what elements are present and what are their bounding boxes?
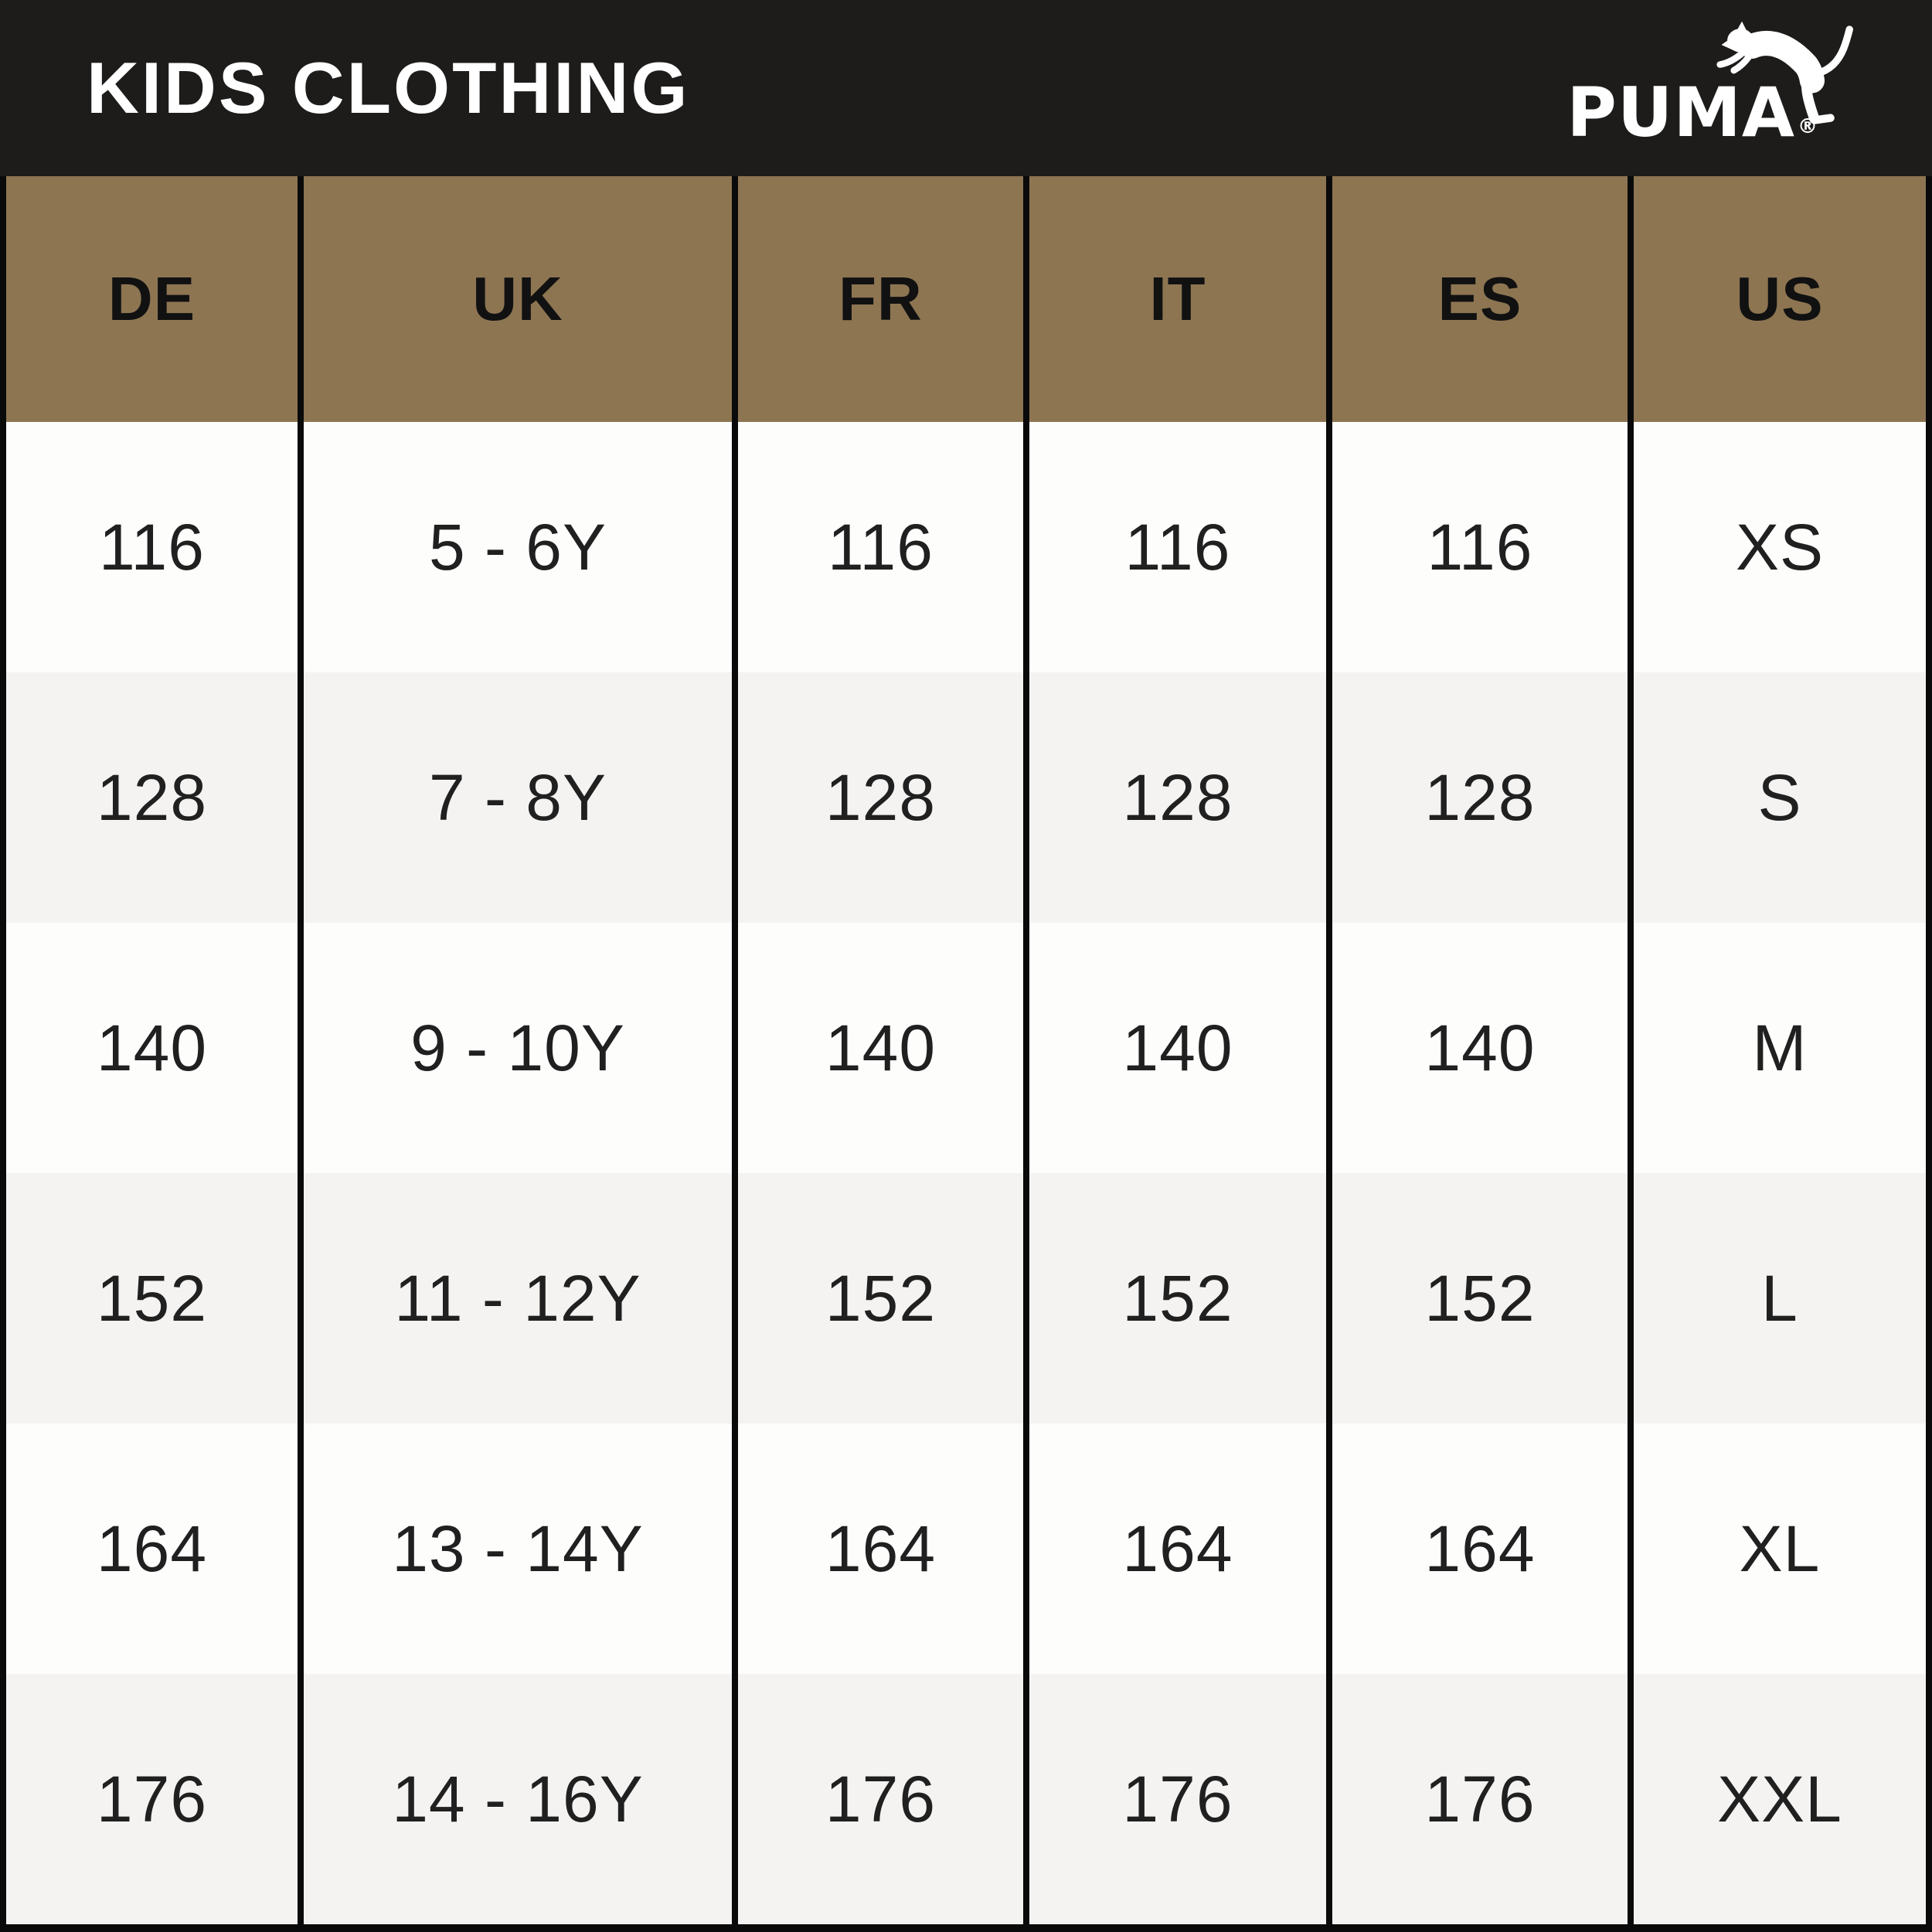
table-row: 128 7 - 8Y 128 128 128 S <box>6 672 1926 923</box>
column-header-fr: FR <box>732 176 1023 422</box>
cell-fr: 152 <box>732 1173 1023 1423</box>
cell-it: 140 <box>1023 923 1326 1173</box>
cell-fr: 128 <box>732 672 1023 923</box>
table-row: 116 5 - 6Y 116 116 116 XS <box>6 422 1926 672</box>
table-row: 140 9 - 10Y 140 140 140 M <box>6 923 1926 1173</box>
cell-de: 152 <box>96 1261 208 1335</box>
puma-cat-icon <box>1716 21 1853 124</box>
cell-us: XS <box>1628 422 1926 672</box>
column-header-es: ES <box>1326 176 1628 422</box>
cell-uk: 9 - 10Y <box>298 923 732 1173</box>
cell-uk: 14 - 16Y <box>298 1674 732 1924</box>
cell-de: 128 <box>96 760 208 834</box>
column-header-uk: UK <box>298 176 732 422</box>
puma-brand-logo: PUMA ® <box>1561 0 1932 176</box>
table-row: 164 13 - 14Y 164 164 164 XL <box>6 1423 1926 1674</box>
cell-fr: 116 <box>732 422 1023 672</box>
cell-us: XXL <box>1628 1674 1926 1924</box>
column-header-us: US <box>1628 176 1926 422</box>
cell-fr: 140 <box>732 923 1023 1173</box>
cell-us: XL <box>1628 1423 1926 1674</box>
cell-de: 176 <box>96 1762 208 1835</box>
cell-fr: 176 <box>732 1674 1023 1924</box>
cell-it: 116 <box>1023 422 1326 672</box>
cell-es: 164 <box>1326 1423 1628 1674</box>
registered-trademark-symbol: ® <box>1798 115 1818 138</box>
cell-es: 116 <box>1326 422 1628 672</box>
cell-de: 140 <box>96 1011 208 1084</box>
table-header-row: DE UK FR IT ES US <box>6 176 1926 422</box>
cell-it: 128 <box>1023 672 1326 923</box>
cell-es: 140 <box>1326 923 1628 1173</box>
column-header-de: DE <box>107 264 196 333</box>
cell-fr: 164 <box>732 1423 1023 1674</box>
table-row: 152 11 - 12Y 152 152 152 L <box>6 1173 1926 1423</box>
cell-uk: 11 - 12Y <box>298 1173 732 1423</box>
cell-us: L <box>1628 1173 1926 1423</box>
table-row: 176 14 - 16Y 176 176 176 XXL <box>6 1674 1926 1924</box>
cell-es: 128 <box>1326 672 1628 923</box>
cell-es: 152 <box>1326 1173 1628 1423</box>
cell-es: 176 <box>1326 1674 1628 1924</box>
puma-wordmark: PUMA ® <box>1566 79 1818 147</box>
size-chart-table: DE UK FR IT ES US 116 5 - 6Y 116 116 116… <box>0 176 1932 1932</box>
column-header-it: IT <box>1023 176 1326 422</box>
puma-wordmark-text: PUMA <box>1566 73 1795 152</box>
cell-it: 152 <box>1023 1173 1326 1423</box>
cell-uk: 5 - 6Y <box>298 422 732 672</box>
cell-us: M <box>1628 923 1926 1173</box>
cell-uk: 7 - 8Y <box>298 672 732 923</box>
cell-de: 116 <box>99 510 205 583</box>
cell-it: 164 <box>1023 1423 1326 1674</box>
page-title: KIDS CLOTHING <box>87 47 690 128</box>
cell-uk: 13 - 14Y <box>298 1423 732 1674</box>
cell-us: S <box>1628 672 1926 923</box>
banner: KIDS CLOTHING PUMA ® <box>0 0 1932 176</box>
cell-it: 176 <box>1023 1674 1326 1924</box>
cell-de: 164 <box>96 1512 208 1585</box>
